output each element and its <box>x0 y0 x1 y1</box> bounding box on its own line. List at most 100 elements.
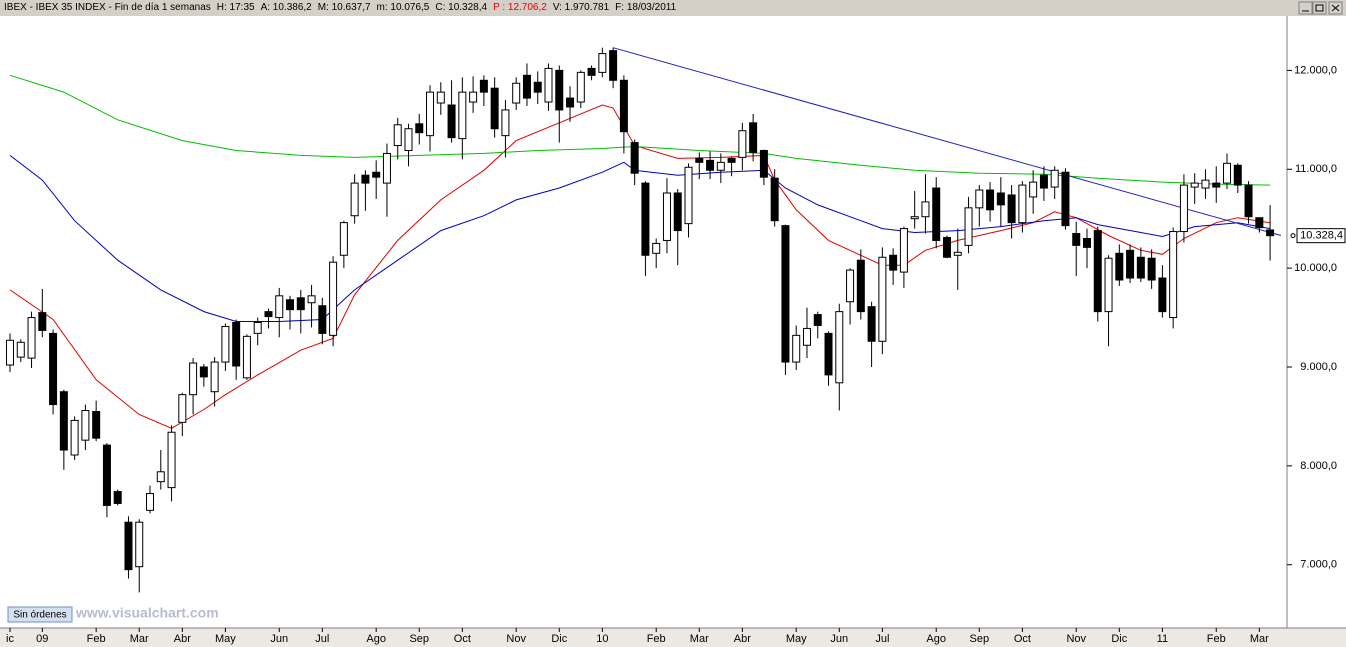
candle-body <box>921 201 930 218</box>
candle-body <box>1126 249 1135 279</box>
x-tick-label: Sep <box>409 633 429 645</box>
candle-body <box>210 361 219 393</box>
candle-body <box>1244 184 1253 218</box>
candle-body <box>415 123 424 134</box>
candle-body <box>178 394 187 423</box>
candle-body <box>1115 252 1124 281</box>
candle-body <box>329 261 338 336</box>
candle-body <box>6 339 14 366</box>
x-tick-label: Jun <box>830 633 848 645</box>
candle-body <box>479 79 488 93</box>
candle-body <box>544 67 553 103</box>
plot-area <box>0 16 1287 628</box>
candle-body <box>759 149 768 178</box>
candle-body <box>16 341 25 358</box>
candle-body <box>1266 229 1275 237</box>
candle-body <box>1169 231 1178 319</box>
candle-body <box>792 334 801 363</box>
restore-button[interactable] <box>1312 1 1327 15</box>
x-tick-label: Feb <box>87 633 106 645</box>
candle-body <box>856 259 865 313</box>
candle-body <box>1201 179 1210 189</box>
y-tick-label: 8.000,0 <box>1300 460 1337 472</box>
candle-body <box>964 207 973 246</box>
candle-body <box>1255 217 1264 229</box>
candle-body <box>1223 162 1232 184</box>
candle-body <box>824 332 833 376</box>
last-price-label: 10.328,4 <box>1300 230 1343 242</box>
last-price-box <box>1296 228 1346 244</box>
candle-body <box>1061 171 1070 227</box>
candle-body <box>81 409 90 441</box>
candle-body <box>942 236 951 258</box>
candle-body <box>199 366 208 378</box>
candle-body <box>436 91 445 104</box>
candle-body <box>92 410 101 439</box>
orders-button[interactable] <box>7 606 73 623</box>
candle-body <box>587 67 596 76</box>
candle-body <box>953 251 962 256</box>
candle-body <box>684 166 693 225</box>
y-tick-label: 9.000,0 <box>1300 361 1337 373</box>
candle-body <box>1072 233 1081 246</box>
candle-body <box>641 182 650 256</box>
candle-body <box>372 171 381 178</box>
candle-body <box>576 71 585 103</box>
candle-body <box>1093 230 1102 313</box>
candle-body <box>156 471 165 483</box>
candle-body <box>339 222 348 256</box>
candle-body <box>49 332 58 406</box>
candle-body <box>781 225 790 363</box>
candle-body <box>555 69 564 111</box>
candle-body <box>350 182 359 217</box>
y-tick-label: 11.000,0 <box>1295 163 1337 175</box>
trendline <box>612 47 1282 236</box>
header-item: V: 1.970.781 <box>552 2 610 13</box>
candle-body <box>695 157 704 163</box>
candle-body <box>749 122 758 153</box>
candle-body <box>1190 182 1199 188</box>
candle-body <box>404 128 413 151</box>
x-tick-label: Sep <box>970 633 990 645</box>
candle-body <box>932 187 941 241</box>
candle-body <box>318 305 327 334</box>
x-tick-label: Oct <box>454 633 471 645</box>
candle-body <box>630 142 639 174</box>
candle-body <box>167 431 176 489</box>
candle-body <box>135 521 144 568</box>
x-tick-label: Dic <box>1111 633 1127 645</box>
header-item: F: 18/03/2011 <box>615 2 677 13</box>
candle-body <box>899 228 908 273</box>
window-buttons[interactable] <box>1298 1 1343 15</box>
restore-icon <box>1315 4 1324 12</box>
x-tick-label: Mar <box>1250 633 1269 645</box>
candle-body <box>566 97 575 108</box>
last-price-marker <box>1290 233 1296 239</box>
candle-body <box>1007 194 1016 224</box>
x-tick-label: Feb <box>1207 633 1226 645</box>
candle-body <box>1147 257 1156 281</box>
candle-body <box>1179 184 1188 233</box>
candle-body <box>264 311 273 318</box>
x-tick-label: Abr <box>174 633 191 645</box>
minimize-button[interactable] <box>1298 1 1313 15</box>
header-item: m: 10.076,5 <box>376 2 430 13</box>
candle-body <box>1029 181 1038 198</box>
x-tick-label: Dic <box>551 633 567 645</box>
header-item: IBEX - IBEX 35 INDEX - Fin de día 1 sema… <box>4 2 211 13</box>
candle-body <box>619 79 628 133</box>
candle-body <box>1233 164 1242 186</box>
candle-body <box>286 299 295 311</box>
candle-body <box>889 254 898 271</box>
candle-body <box>242 335 251 379</box>
candle-body <box>522 74 531 99</box>
header-item: M: 10.637,7 <box>317 2 371 13</box>
x-tick-label: May <box>215 633 236 645</box>
x-tick-label: 11 <box>1157 633 1168 645</box>
candle-body <box>393 124 402 147</box>
candle-body <box>1039 174 1048 189</box>
x-tick-label: Mar <box>130 633 149 645</box>
candle-body <box>727 157 736 163</box>
candle-body <box>846 269 855 303</box>
candle-body <box>382 152 391 184</box>
